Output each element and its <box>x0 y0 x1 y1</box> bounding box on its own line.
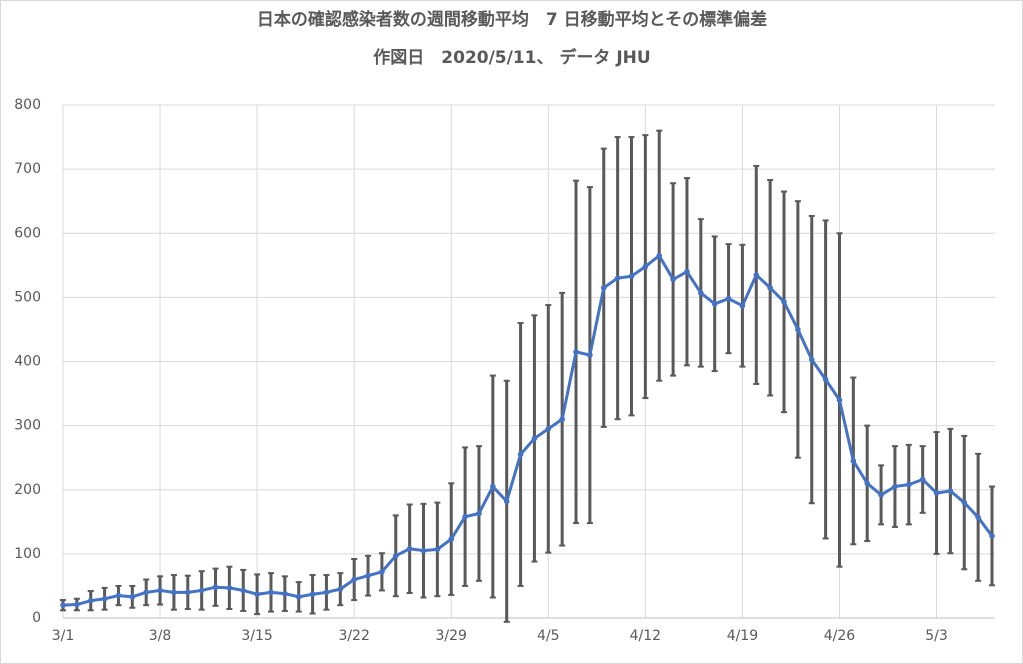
y-tick-label: 600 <box>14 225 41 241</box>
x-tick-label: 4/5 <box>537 628 560 644</box>
point <box>351 576 357 583</box>
point <box>434 546 441 553</box>
point <box>961 499 968 506</box>
point <box>87 597 94 604</box>
point <box>559 416 565 423</box>
y-tick-label: 500 <box>14 289 41 305</box>
point <box>739 302 746 309</box>
y-tick-label: 800 <box>14 97 41 113</box>
point <box>781 299 787 305</box>
point <box>670 276 676 283</box>
point <box>198 587 205 594</box>
point <box>600 284 607 291</box>
point <box>878 492 884 498</box>
point <box>379 569 385 575</box>
point <box>919 476 926 483</box>
point <box>725 295 732 302</box>
point <box>476 510 482 517</box>
point <box>517 451 524 458</box>
point <box>420 547 427 554</box>
point <box>989 533 995 539</box>
point <box>698 290 704 296</box>
chart-subtitle: 作図日 2020/5/11、 データ JHU <box>373 47 650 68</box>
y-tick-label: 0 <box>32 610 41 626</box>
point <box>684 268 690 275</box>
point <box>947 488 954 494</box>
point <box>462 513 468 520</box>
point <box>74 601 80 608</box>
point <box>212 584 219 591</box>
point <box>767 284 773 291</box>
x-tick-label: 3/8 <box>149 628 172 644</box>
y-tick-label: 700 <box>14 161 41 177</box>
point <box>295 594 302 600</box>
point <box>822 376 829 383</box>
point <box>392 552 399 559</box>
point <box>933 490 940 496</box>
point <box>531 435 538 442</box>
x-tick-label: 5/3 <box>925 628 948 644</box>
point <box>850 458 857 464</box>
x-tick-label: 3/22 <box>338 628 369 644</box>
x-tick-label: 4/26 <box>824 628 856 644</box>
y-tick-label: 300 <box>14 418 41 434</box>
point <box>448 536 455 542</box>
point <box>906 481 912 488</box>
x-tick-label: 3/1 <box>52 628 75 644</box>
point <box>101 595 108 602</box>
x-tick-label: 4/12 <box>630 628 661 644</box>
point <box>268 589 274 596</box>
point <box>184 589 191 596</box>
y-tick-label: 200 <box>14 482 41 498</box>
point <box>795 326 801 333</box>
point <box>309 591 316 598</box>
x-tick-label: 4/19 <box>727 628 758 644</box>
point <box>503 498 510 505</box>
point <box>545 426 552 432</box>
point <box>143 589 149 596</box>
y-tick-label: 100 <box>14 546 41 562</box>
point <box>711 300 718 307</box>
point <box>587 352 593 358</box>
point <box>864 480 871 487</box>
point <box>365 572 371 579</box>
point <box>628 273 635 280</box>
point <box>240 587 247 594</box>
point <box>656 252 663 259</box>
point <box>337 586 344 592</box>
point <box>157 587 163 594</box>
point <box>753 272 760 278</box>
point <box>642 263 649 270</box>
point <box>836 397 843 403</box>
point <box>226 585 233 591</box>
point <box>406 545 413 552</box>
x-tick-label: 3/15 <box>241 628 272 644</box>
point <box>614 275 621 281</box>
point <box>115 592 122 599</box>
point <box>323 589 330 596</box>
point <box>975 514 981 521</box>
point <box>254 591 260 598</box>
point <box>808 356 815 363</box>
chart-title: 日本の確認感染者数の週間移動平均 7 日移動平均とその標準偏差 <box>257 9 767 30</box>
point <box>490 483 496 490</box>
point <box>129 594 136 600</box>
point <box>892 483 898 490</box>
point <box>171 589 177 596</box>
point <box>60 602 66 608</box>
x-tick-label: 3/29 <box>436 628 467 644</box>
point <box>282 590 288 597</box>
point <box>573 349 579 355</box>
y-tick-label: 400 <box>14 354 41 370</box>
